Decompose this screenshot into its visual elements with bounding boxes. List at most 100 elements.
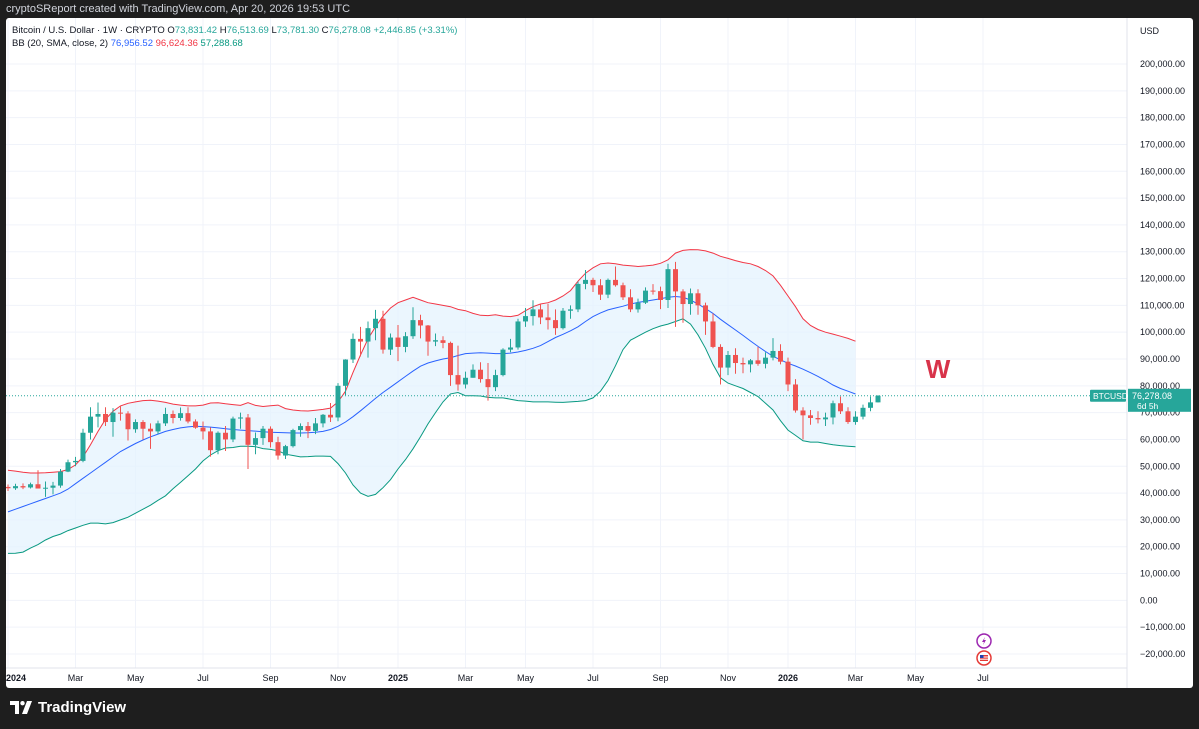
candle-body [643,290,648,303]
candle-body [710,321,716,347]
candle [380,310,386,354]
candle [545,303,551,330]
candle-body [320,414,326,424]
lightning-icon[interactable] [976,633,992,649]
candle-body [275,442,281,456]
candle-body [868,402,873,408]
candle-body [425,325,431,342]
price-chart[interactable]: W USD 200,000.00 190,000.00 180,000.00 170,… [6,18,1193,688]
chart-legend: Bitcoin / U.S. Dollar · 1W · CRYPTO O73,… [12,24,457,50]
candle [718,344,723,385]
price-tick-label: 170,000.00 [1140,139,1185,149]
candle [793,379,798,413]
candle-body [785,361,791,385]
candle [455,345,461,391]
close-label: C [321,25,329,36]
low-label: L [271,25,277,36]
candle-body [208,431,213,451]
price-tick-label: 80,000.00 [1140,381,1180,391]
candle-body [185,413,191,422]
candle [538,304,543,325]
bb-title[interactable]: BB (20, SMA, close, 2) [12,38,109,49]
time-tick-label: 2026 [778,673,798,683]
candle-body [740,363,746,365]
bb-basis-line [7,295,856,513]
candle-body [800,410,806,416]
us-flag-icon[interactable] [976,650,992,666]
candle [553,309,558,335]
candle-body [628,297,633,310]
candle [13,483,18,490]
candle [28,482,33,489]
candle [860,404,866,420]
candle-body [125,413,131,430]
candle-body [508,347,513,350]
open-value: 73,831.42 [174,25,218,36]
change-value: +2,446.85 (+3.31%) [373,25,458,36]
candle-body [553,320,558,329]
candle-body [793,384,798,411]
candle [185,407,191,424]
price-tag-value-bg [1128,388,1191,412]
time-tick-label: Jul [587,673,599,683]
candle [830,400,836,425]
candle-body [650,290,656,292]
bb-basis-value: 76,956.52 [110,38,153,49]
candle-body [58,471,63,486]
candle [20,483,26,490]
candle [748,359,753,373]
candle-body [838,403,843,412]
candle-body [73,460,78,463]
symbol-ohlc-row[interactable]: Bitcoin / U.S. Dollar · 1W · CRYPTO O73,… [12,24,457,37]
candle-body [493,375,498,388]
created-with-text: cryptoSReport created with TradingView.c… [0,0,1199,18]
candle-body [560,310,566,329]
candle-body [223,432,228,440]
candle-body [215,432,221,451]
bb-indicator-row[interactable]: BB (20, SMA, close, 2) 76,956.52 96,624.… [12,37,457,50]
chart-panel[interactable]: Bitcoin / U.S. Dollar · 1W · CRYPTO O73,… [6,18,1193,688]
candle [50,481,56,495]
candle [313,418,318,435]
candle-body [35,484,41,489]
candle-body [65,462,71,472]
time-tick-label: 2024 [6,673,26,683]
candle-body [410,320,416,337]
price-tick-label: 120,000.00 [1140,274,1185,284]
price-tick-label: 20,000.00 [1140,542,1180,552]
candle-body [380,318,386,350]
candle-body [590,279,596,286]
price-tick-label: 100,000.00 [1140,327,1185,337]
candle-body [28,484,33,488]
candle-body [823,417,828,420]
candle [260,426,266,445]
candle-body [620,285,626,298]
candle [43,481,48,497]
candle-body [118,412,123,414]
currency-label: USD [1140,26,1160,36]
candle-body [358,338,363,342]
candle-body [365,328,371,342]
candle-body [433,340,438,342]
candle-body [703,305,708,322]
candle-body [335,385,341,418]
symbol-title[interactable]: Bitcoin / U.S. Dollar · 1W · CRYPTO [12,25,165,36]
candle [253,432,258,455]
candle [88,407,93,440]
price-tick-label: −20,000.00 [1140,649,1185,659]
time-tick-label: Jul [197,673,209,683]
candle [515,318,521,350]
price-tag-symbol: BTCUSD [1093,391,1128,401]
candle-body [568,309,573,311]
candle [620,282,626,300]
candle-body [43,487,48,489]
candle [695,289,701,315]
candle [658,286,663,310]
price-axis[interactable]: 200,000.00 190,000.00 180,000.00 170,000.00… [1140,59,1185,659]
candle-body [830,403,836,418]
candle-body [350,338,356,360]
tradingview-logo[interactable]: TradingView [10,699,126,716]
tradingview-brand: TradingView [38,699,127,716]
candle-body [815,418,821,420]
time-axis[interactable]: 2024 Mar May Jul Sep Nov 2025 Mar May Jul Sep Nov 20… [6,673,989,683]
